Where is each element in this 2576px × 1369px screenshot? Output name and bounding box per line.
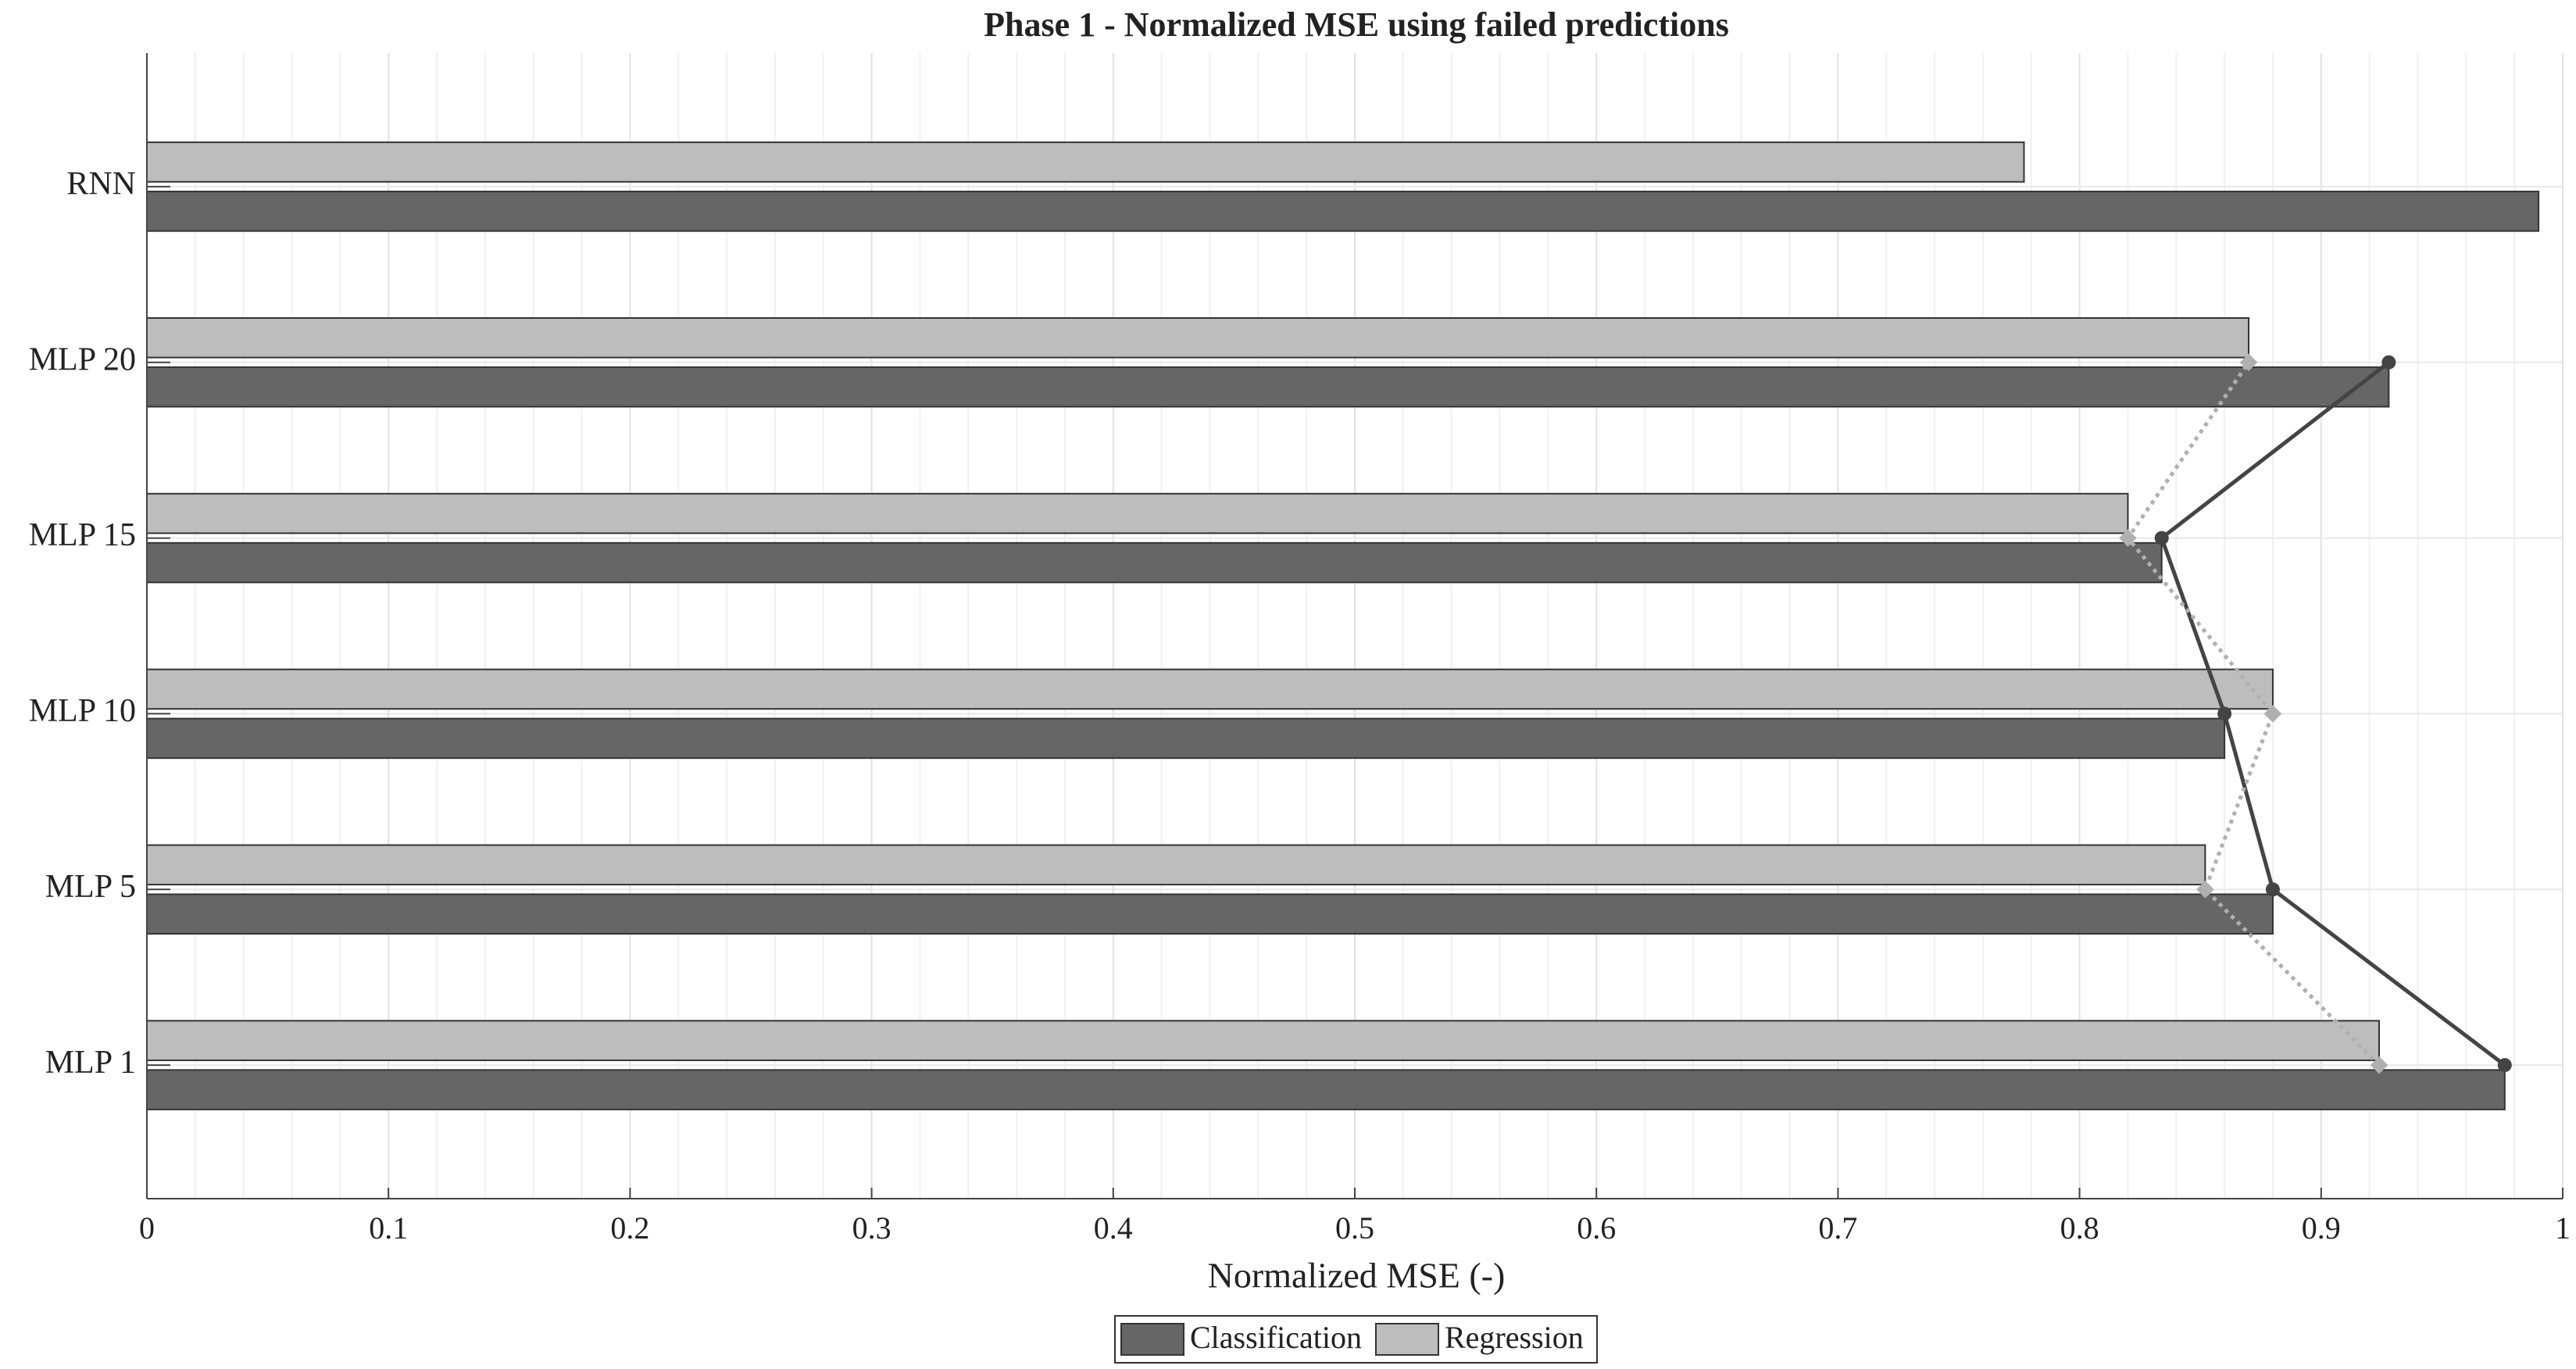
chart-title: Phase 1 - Normalized MSE using failed pr… bbox=[984, 5, 1729, 44]
legend-swatch bbox=[1374, 1323, 1439, 1356]
x-tick-label: 1 bbox=[2555, 1210, 2571, 1246]
bar bbox=[146, 893, 2274, 935]
trend-marker bbox=[2154, 531, 2169, 545]
y-tick-label: RNN bbox=[66, 166, 136, 202]
legend-label: Classification bbox=[1190, 1320, 1362, 1355]
y-tick-label: MLP 15 bbox=[29, 517, 136, 553]
y-tick-label: MLP 10 bbox=[29, 693, 136, 729]
bar bbox=[146, 191, 2540, 232]
trend-marker bbox=[2239, 353, 2258, 372]
bar bbox=[146, 492, 2129, 534]
x-tick-label: 0.8 bbox=[2060, 1210, 2099, 1246]
trend-marker bbox=[2263, 705, 2282, 723]
bar bbox=[146, 717, 2226, 760]
y-tick-label: MLP 5 bbox=[45, 869, 136, 905]
legend-label: Regression bbox=[1445, 1320, 1584, 1355]
y-tick-label: MLP 1 bbox=[45, 1045, 136, 1081]
trend-marker bbox=[2497, 1058, 2512, 1073]
x-axis-label: Normalized MSE (-) bbox=[1208, 1256, 1506, 1296]
bar bbox=[146, 668, 2274, 710]
x-tick-label: 0.6 bbox=[1577, 1210, 1616, 1246]
x-tick-label: 0.4 bbox=[1094, 1210, 1133, 1246]
trend-marker bbox=[2370, 1056, 2388, 1074]
bar bbox=[146, 1020, 2381, 1061]
bar bbox=[146, 316, 2250, 359]
x-tick-label: 0 bbox=[139, 1210, 155, 1246]
legend-swatch bbox=[1120, 1323, 1184, 1356]
bar bbox=[146, 542, 2163, 584]
bar bbox=[146, 844, 2206, 886]
x-tick-label: 0.5 bbox=[1335, 1210, 1374, 1246]
legend: Classification Regression bbox=[1114, 1315, 1598, 1364]
legend-box bbox=[1114, 1315, 1598, 1364]
trend-marker bbox=[2265, 882, 2280, 897]
y-tick-label: MLP 20 bbox=[29, 341, 136, 377]
bar bbox=[146, 141, 2025, 183]
x-tick-label: 0.7 bbox=[1818, 1210, 1857, 1246]
trend-marker bbox=[2217, 706, 2232, 721]
bar bbox=[146, 1069, 2506, 1110]
x-tick-label: 0.9 bbox=[2302, 1210, 2341, 1246]
trend-line bbox=[2125, 361, 2381, 1067]
x-tick-label: 0.2 bbox=[610, 1210, 649, 1246]
bar bbox=[146, 366, 2390, 408]
trend-marker bbox=[2381, 355, 2396, 370]
trend-marker bbox=[2196, 880, 2214, 899]
trend-marker bbox=[2119, 529, 2137, 547]
x-tick-label: 0.1 bbox=[369, 1210, 408, 1246]
x-tick-label: 0.3 bbox=[852, 1210, 891, 1246]
